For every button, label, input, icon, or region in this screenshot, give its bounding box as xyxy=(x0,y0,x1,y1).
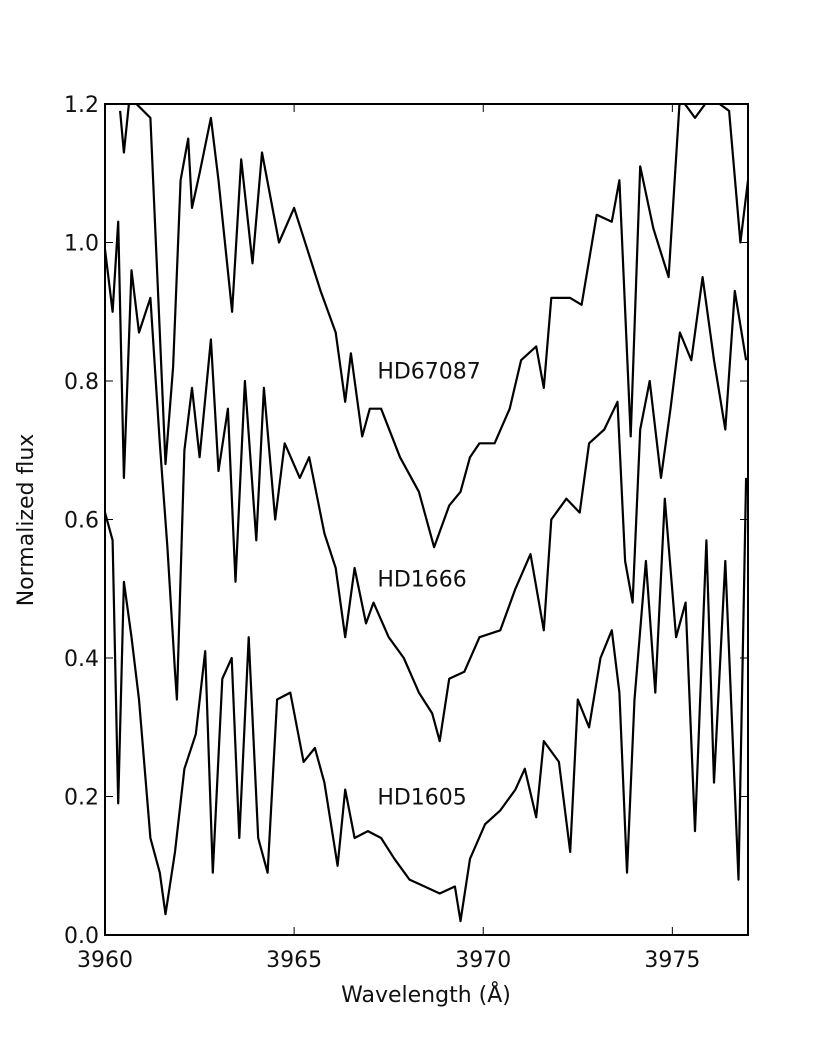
x-axis-label: Wavelength (Å) xyxy=(341,981,511,1008)
y-axis-label: Normalized flux xyxy=(14,434,39,607)
x-tick-label: 3970 xyxy=(455,948,511,973)
plot-area xyxy=(105,104,748,923)
y-tick-label: 0.0 xyxy=(64,924,99,949)
y-tick-label: 0.4 xyxy=(64,647,99,672)
y-tick-label: 1.2 xyxy=(64,93,99,118)
x-tick-label: 3960 xyxy=(77,948,133,973)
spectrum-line xyxy=(119,104,748,549)
spectrum-line xyxy=(105,477,748,923)
y-tick-label: 0.6 xyxy=(64,509,99,534)
x-tick-label: 3975 xyxy=(644,948,700,973)
spectrum-line xyxy=(105,220,748,743)
series-label: HD1666 xyxy=(377,567,466,592)
y-tick-label: 1.0 xyxy=(64,232,99,257)
y-tick-label: 0.2 xyxy=(64,786,99,811)
series-label: HD1605 xyxy=(377,786,466,811)
series-label: HD67087 xyxy=(377,360,480,385)
y-tick-label: 0.8 xyxy=(64,370,99,395)
x-tick-label: 3965 xyxy=(266,948,322,973)
